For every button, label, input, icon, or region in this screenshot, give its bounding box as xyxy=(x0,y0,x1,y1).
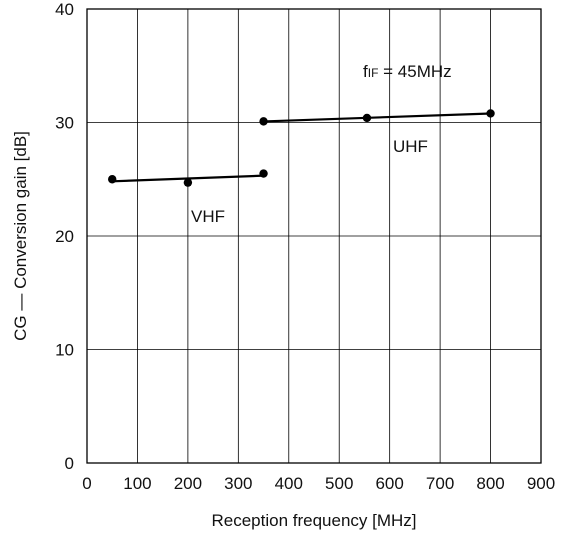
x-tick-label: 500 xyxy=(325,474,353,493)
y-tick-label: 30 xyxy=(55,114,74,133)
plot-frame xyxy=(86,8,542,464)
x-tick-label: 800 xyxy=(476,474,504,493)
y-tick-label: 0 xyxy=(65,454,74,473)
x-tick-labels: 0 100 200 300 400 500 600 700 800 900 xyxy=(82,474,555,493)
x-axis-label: Reception frequency [MHz] xyxy=(211,511,416,530)
vhf-data-point xyxy=(259,169,268,178)
vhf-annotation: VHF xyxy=(191,207,225,226)
x-tick-label: 400 xyxy=(275,474,303,493)
uhf-data-point xyxy=(486,109,495,118)
vhf-data-point xyxy=(183,178,193,187)
vhf-data-point xyxy=(108,175,117,184)
x-tick-label: 300 xyxy=(224,474,252,493)
uhf-series-line xyxy=(263,112,491,123)
x-tick-label: 200 xyxy=(174,474,202,493)
y-axis-label: CG — Conversion gain [dB] xyxy=(11,131,30,341)
x-tick-label: 600 xyxy=(375,474,403,493)
y-tick-labels: 0 10 20 30 40 xyxy=(55,0,74,473)
x-tick-label: 0 xyxy=(82,474,91,493)
x-tick-label: 900 xyxy=(527,474,555,493)
x-tick-label: 700 xyxy=(426,474,454,493)
fif-prefix: f xyxy=(363,62,368,81)
y-tick-label: 10 xyxy=(55,341,74,360)
y-tick-label: 20 xyxy=(55,227,74,246)
uhf-data-point xyxy=(362,113,372,123)
fif-annotation: fIF = 45MHz xyxy=(363,62,452,81)
uhf-data-point xyxy=(259,117,268,126)
fif-value: = 45MHz xyxy=(378,62,451,81)
grid-lines xyxy=(87,9,541,463)
series-layer xyxy=(108,109,495,187)
x-tick-label: 100 xyxy=(123,474,151,493)
uhf-annotation: UHF xyxy=(393,137,428,156)
fif-subscript: IF xyxy=(368,66,379,80)
y-tick-label: 40 xyxy=(55,0,74,19)
